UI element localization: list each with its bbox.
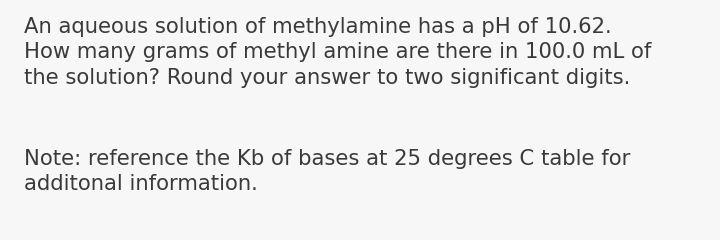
Text: Note: reference the Kb of bases at 25 degrees C table for
additonal information.: Note: reference the Kb of bases at 25 de… <box>24 149 630 194</box>
Text: An aqueous solution of methylamine has a pH of 10.62.
How many grams of methyl a: An aqueous solution of methylamine has a… <box>24 17 651 88</box>
